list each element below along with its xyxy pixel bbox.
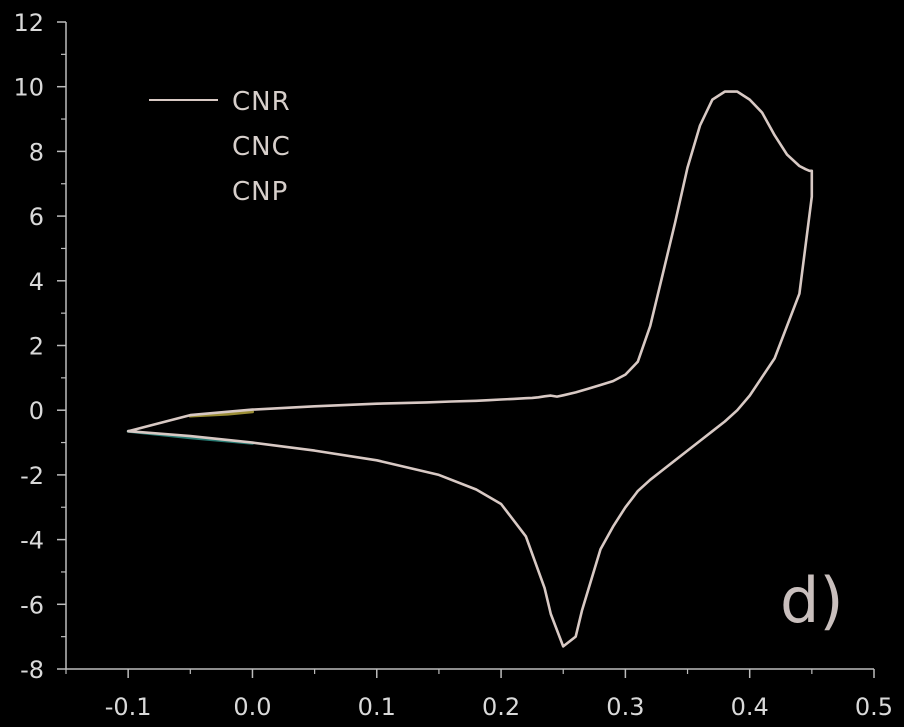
y-tick-label: -8	[20, 656, 44, 684]
x-tick-label: 0.3	[606, 693, 644, 721]
y-tick-label: -4	[20, 527, 44, 555]
y-tick-label: -6	[20, 591, 44, 619]
series-line-cnp	[188, 410, 254, 418]
y-tick-label: 2	[29, 333, 44, 361]
y-tick-label: -2	[20, 462, 44, 490]
x-tick-label: 0.0	[233, 693, 271, 721]
legend-label-cnc: CNC	[232, 132, 291, 162]
ticks	[57, 21, 875, 678]
tick-labels: -0.1 0.0 0.1 0.2 0.3 0.4 0.5 -8 -6 -4 -2 0 2 4 6 8 10 12	[13, 9, 893, 721]
x-tick-label: 0.4	[731, 693, 769, 721]
legend: CNR CNC CNP	[149, 87, 291, 207]
y-tick-label: 8	[29, 138, 44, 166]
y-tick-label: 12	[13, 9, 44, 37]
panel-label: d)	[780, 564, 844, 637]
legend-label-cnp: CNP	[232, 177, 288, 207]
x-tick-label: 0.5	[855, 693, 893, 721]
y-tick-label: 0	[29, 397, 44, 425]
y-tick-label: 4	[29, 268, 44, 296]
x-tick-label: 0.2	[482, 693, 520, 721]
x-tick-label: 0.1	[358, 693, 396, 721]
y-tick-label: 10	[13, 74, 44, 102]
series-layer	[126, 90, 814, 648]
x-tick-label: -0.1	[105, 693, 152, 721]
series-line-cnr	[126, 90, 814, 648]
legend-label-cnr: CNR	[232, 87, 291, 117]
y-tick-label: 6	[29, 203, 44, 231]
